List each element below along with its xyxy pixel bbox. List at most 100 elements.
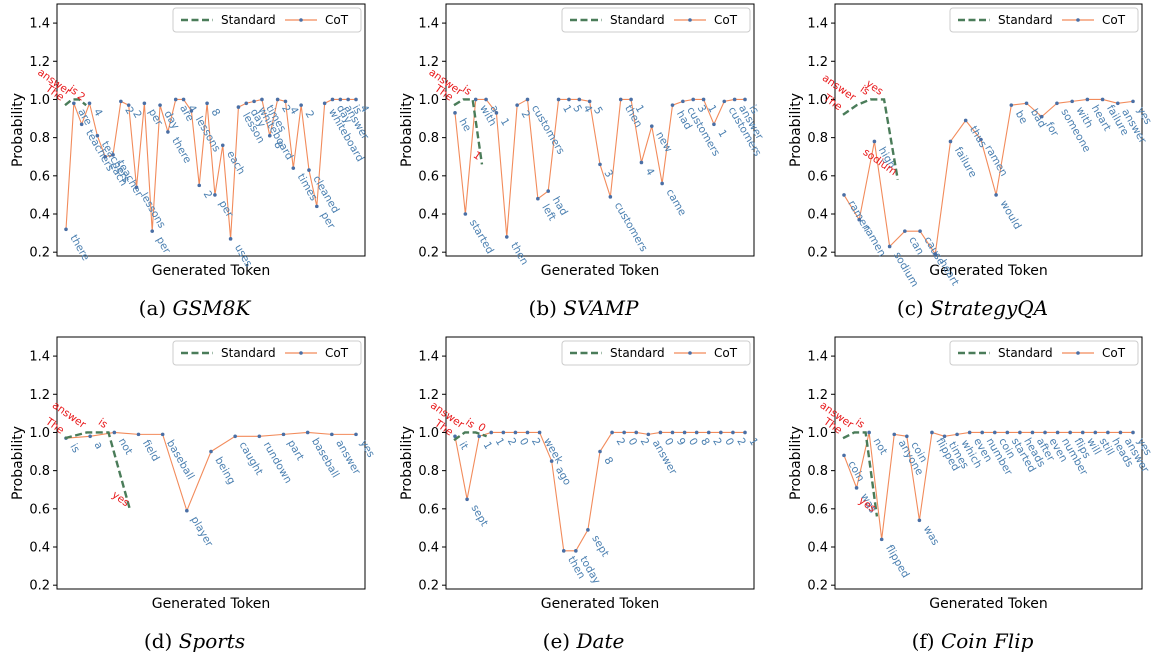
cot-point: [903, 229, 907, 233]
cot-token-label: can: [906, 235, 926, 257]
cot-point: [857, 217, 862, 222]
legend-cot-label: CoT: [1102, 13, 1126, 27]
cot-point: [731, 430, 735, 435]
cot-point: [1043, 430, 1047, 435]
cot-point: [150, 229, 155, 233]
cot-point: [701, 97, 706, 102]
legend-box: [949, 340, 1139, 366]
caption-name: Date: [576, 629, 625, 653]
y-tick-label: 0.4: [418, 208, 439, 223]
y-axis-title: Probability: [399, 426, 415, 500]
standard-line: [64, 98, 87, 107]
legend-standard-label: Standard: [221, 13, 276, 27]
cot-point: [338, 97, 343, 102]
cot-point: [95, 133, 100, 138]
cot-point: [712, 122, 716, 127]
cot-point: [872, 139, 877, 144]
y-tick-label: 1.2: [418, 55, 439, 70]
cot-point: [536, 196, 540, 201]
y-tick-label: 1.4: [418, 350, 439, 365]
caption-date: (e) Date: [389, 629, 778, 653]
cot-point: [930, 430, 934, 435]
cot-token-label: 2: [638, 436, 652, 448]
cot-point: [185, 508, 189, 513]
y-axis-title: Probability: [10, 93, 26, 167]
cot-token-label: ago: [553, 465, 573, 488]
cot-token-label: not: [871, 436, 890, 457]
cot-point: [501, 430, 506, 435]
caption-svamp: (b) SVAMP: [389, 296, 778, 320]
cot-point: [722, 99, 727, 104]
legend-box: [561, 7, 751, 33]
cot-token-label: would: [998, 198, 1024, 231]
plot-frame: [445, 3, 755, 257]
cot-point: [166, 130, 170, 134]
cot-token-label: player: [188, 514, 215, 549]
cot-point: [918, 229, 922, 233]
cot-token-label: is: [67, 442, 82, 455]
cot-point: [173, 97, 178, 102]
y-tick-label: 1.4: [807, 17, 828, 32]
cot-token-label: 2: [529, 436, 543, 448]
y-tick-label: 1.0: [29, 426, 50, 441]
cot-point: [743, 430, 747, 435]
cot-point: [660, 181, 664, 186]
cot-point: [233, 434, 237, 439]
cot-point: [112, 430, 117, 435]
y-tick-label: 0.2: [807, 246, 828, 261]
cot-point: [1005, 430, 1010, 435]
cot-point: [1115, 101, 1120, 106]
legend: Standard CoT: [561, 7, 751, 33]
y-tick-label: 0.2: [418, 246, 439, 261]
legend-box: [949, 7, 1139, 33]
y-tick-label: 0.8: [418, 464, 439, 479]
cot-line: [843, 98, 1134, 256]
legend: Standard CoT: [561, 340, 751, 366]
cot-token-label: per: [154, 235, 173, 257]
caption-gsm8k: (a) GSM8K: [0, 296, 389, 320]
cot-token-label: be: [1013, 109, 1030, 126]
cot-point: [275, 97, 280, 102]
cot-token-label: 1: [481, 440, 495, 452]
cot-point: [477, 434, 481, 439]
cot-point: [1009, 103, 1014, 107]
chart-svamp: 0.2 0.4 0.6 0.8 1.0 1.2 1.4 Generated Token Prob…: [399, 3, 766, 279]
cot-token-label: 0: [686, 436, 700, 448]
y-tick-label: 1.0: [418, 93, 439, 108]
cot-point: [504, 235, 509, 239]
cot-point: [842, 453, 846, 458]
plot-frame: [445, 336, 755, 590]
cot-point: [1068, 430, 1072, 435]
cot-point: [1085, 97, 1090, 102]
cot-token-label: baseball: [164, 438, 196, 482]
cot-token-label: 0: [517, 436, 531, 448]
cot-token-label: 2: [519, 109, 533, 121]
legend-cot-label: CoT: [714, 346, 738, 360]
legend-cot-label: CoT: [714, 13, 738, 27]
cot-point: [691, 97, 696, 102]
cot-token-label: not: [116, 436, 135, 457]
y-tick-label: 0.8: [418, 131, 439, 146]
cot-point: [1106, 430, 1110, 435]
cot-point: [330, 432, 334, 437]
chart-coin-flip: 0.2 0.4 0.6 0.8 1.0 1.2 1.4 Generated Token Prob…: [788, 336, 1154, 612]
y-tick-label: 1.0: [807, 426, 828, 441]
cot-point: [948, 139, 953, 144]
cot-token-label: then: [508, 240, 530, 267]
cot-point: [465, 497, 469, 502]
legend-standard-label: Standard: [610, 13, 665, 27]
cot-point: [354, 97, 358, 102]
cot-point: [1030, 430, 1035, 435]
panel-coin-flip: 0.2 0.4 0.6 0.8 1.0 1.2 1.4 Generated Token Prob…: [778, 333, 1166, 666]
cot-token-label: 8: [208, 107, 222, 119]
legend-cot-marker: [688, 18, 692, 22]
standard-token-label: is: [853, 416, 867, 431]
legend: Standard CoT: [949, 340, 1139, 366]
cot-point: [942, 434, 947, 439]
cot-point: [515, 103, 519, 107]
y-tick-label: 0.6: [807, 502, 828, 517]
cot-token-label: customers: [529, 103, 567, 157]
caption-letter: (b): [528, 296, 557, 320]
cot-token-label: thus: [967, 124, 989, 150]
